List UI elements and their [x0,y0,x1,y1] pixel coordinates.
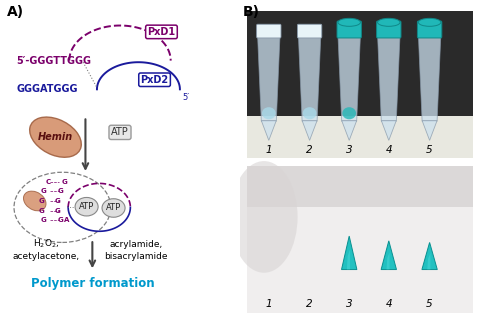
Text: Polymer formation: Polymer formation [31,278,154,290]
Polygon shape [378,35,400,121]
Text: 5′-GGGTTGGG: 5′-GGGTTGGG [16,56,91,66]
Text: G: G [39,208,45,213]
Polygon shape [347,249,350,270]
Text: acetylacetone,: acetylacetone, [12,252,80,261]
Text: 5: 5 [426,299,433,309]
Text: A): A) [7,5,24,19]
Polygon shape [427,253,431,270]
FancyBboxPatch shape [247,11,473,158]
FancyBboxPatch shape [298,24,322,38]
Text: 4: 4 [385,145,392,155]
Text: G: G [62,179,68,185]
Text: 2: 2 [306,299,313,309]
Text: ATP: ATP [79,202,94,211]
Text: G: G [41,217,47,223]
Text: 2: 2 [306,145,313,155]
FancyBboxPatch shape [247,166,473,313]
FancyBboxPatch shape [257,24,281,38]
Text: G: G [41,189,47,194]
Polygon shape [338,35,360,121]
FancyBboxPatch shape [377,21,401,38]
Polygon shape [422,121,437,140]
FancyBboxPatch shape [247,166,473,207]
Text: G: G [57,217,63,223]
FancyBboxPatch shape [247,116,473,158]
Text: 1: 1 [265,145,272,155]
Ellipse shape [75,197,98,216]
Text: G: G [57,189,63,194]
Ellipse shape [342,107,356,119]
Ellipse shape [419,18,441,26]
Polygon shape [381,241,396,270]
Text: bisacrylamide: bisacrylamide [104,252,168,261]
Text: H$_2$O$_2$,: H$_2$O$_2$, [33,238,60,250]
Text: 1: 1 [265,299,272,309]
Polygon shape [261,121,276,140]
Ellipse shape [378,18,400,26]
Polygon shape [381,121,396,140]
Polygon shape [422,242,437,270]
Ellipse shape [24,191,46,211]
Text: A: A [64,217,70,223]
Ellipse shape [102,199,125,217]
Polygon shape [419,35,441,121]
Text: 3: 3 [346,299,352,309]
Text: C: C [46,179,51,185]
Text: 5′: 5′ [182,93,189,102]
Text: G: G [55,208,60,213]
Text: PxD1: PxD1 [147,27,176,37]
Text: Hemin: Hemin [38,131,73,142]
Text: ATP: ATP [111,127,129,137]
Text: PxD2: PxD2 [141,75,168,85]
Polygon shape [299,35,321,121]
Ellipse shape [230,161,298,273]
Polygon shape [342,121,357,140]
Ellipse shape [262,107,276,119]
Text: GGGATGGG: GGGATGGG [16,84,78,94]
Text: acrylamide,: acrylamide, [109,240,163,249]
Text: 3: 3 [346,145,352,155]
Ellipse shape [303,107,316,119]
Text: G: G [39,198,45,204]
Polygon shape [386,252,390,270]
Text: 4: 4 [385,299,392,309]
Polygon shape [341,236,357,270]
Text: G: G [55,198,60,204]
FancyBboxPatch shape [418,21,442,38]
Ellipse shape [338,18,360,26]
FancyBboxPatch shape [337,21,361,38]
Text: B): B) [242,5,259,19]
Text: 5: 5 [426,145,433,155]
Polygon shape [302,121,317,140]
Ellipse shape [30,117,81,157]
Polygon shape [258,35,280,121]
Text: ATP: ATP [106,204,121,212]
